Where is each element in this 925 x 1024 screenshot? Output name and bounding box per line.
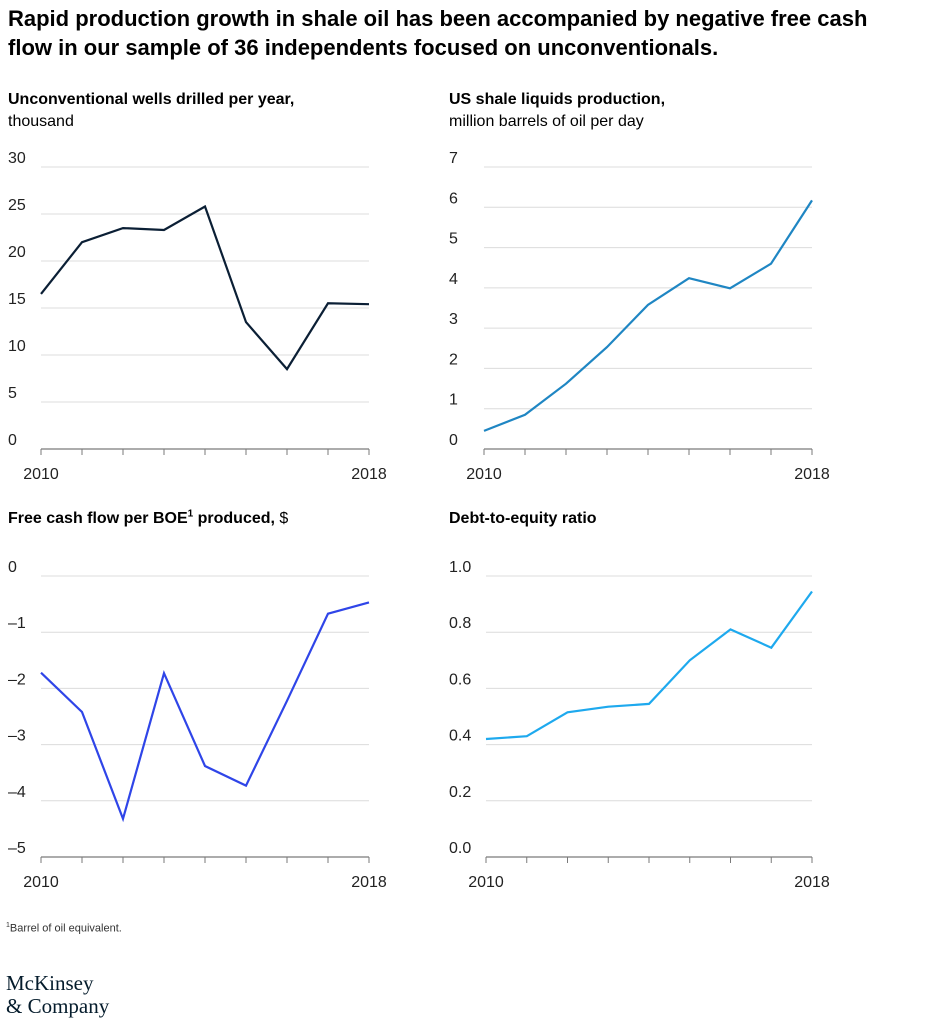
y-tick-label: –5 <box>8 840 26 857</box>
y-tick-label: 30 <box>8 150 26 167</box>
y-tick-label: 4 <box>449 271 458 288</box>
logo-line-1: McKinsey <box>6 971 94 995</box>
x-tick-label: 2018 <box>351 874 387 891</box>
panel-title: Debt-to-equity ratio <box>449 508 889 530</box>
y-tick-label: 0.0 <box>449 840 471 857</box>
y-tick-label: 0.2 <box>449 784 471 801</box>
panel-title-unit: million barrels of oil per day <box>449 113 644 130</box>
y-tick-label: 3 <box>449 311 458 328</box>
y-tick-label: 0 <box>8 432 17 449</box>
panel-title-main: Debt-to-equity ratio <box>449 510 597 527</box>
y-tick-label: 7 <box>449 150 458 167</box>
series-line <box>40 601 370 823</box>
footnote-marker: 1 <box>6 922 10 929</box>
x-tick-label: 2010 <box>466 466 502 483</box>
x-tick-label: 2018 <box>794 874 830 891</box>
panel-title-main-cont: produced, <box>193 510 275 527</box>
panel-title: Unconventional wells drilled per year, t… <box>8 89 448 133</box>
panel-title: US shale liquids production, million bar… <box>449 89 889 133</box>
y-tick-label: 1 <box>449 392 458 409</box>
mckinsey-logo: McKinsey & Company <box>6 972 109 1018</box>
panel-title-main: Free cash flow per BOE <box>8 510 188 527</box>
y-tick-label: 1.0 <box>449 559 471 576</box>
y-tick-label: 5 <box>449 231 458 248</box>
y-tick-label: 25 <box>8 197 26 214</box>
y-tick-label: 0.8 <box>449 615 471 632</box>
panel-title-main: Unconventional wells drilled per year, <box>8 91 295 108</box>
y-tick-label: –4 <box>8 784 26 801</box>
shale-production-chart: 0 1 2 3 4 5 6 7 2010 2018 <box>449 150 830 483</box>
x-tick-label: 2010 <box>23 466 59 483</box>
panel-title-main: US shale liquids production, <box>449 91 666 108</box>
chart-headline: Rapid production growth in shale oil has… <box>8 6 868 60</box>
y-tick-label: 5 <box>8 385 17 402</box>
y-tick-label: 0.4 <box>449 728 471 745</box>
panel-title-unit: thousand <box>8 113 74 130</box>
series-line <box>485 590 813 741</box>
series-line <box>483 199 813 432</box>
y-tick-label: 20 <box>8 244 26 261</box>
y-tick-label: 6 <box>449 190 458 207</box>
y-tick-label: –3 <box>8 728 26 745</box>
y-tick-label: 0 <box>449 432 458 449</box>
x-tick-label: 2010 <box>468 874 504 891</box>
footnote: 1Barrel of oil equivalent. <box>6 922 122 935</box>
y-tick-label: 2 <box>449 351 458 368</box>
wells-drilled-chart: 0 5 10 15 20 25 30 2010 2018 <box>8 150 387 483</box>
y-tick-label: 10 <box>8 338 26 355</box>
debt-to-equity-chart: 0.0 0.2 0.4 0.6 0.8 1.0 2010 2018 <box>449 559 830 891</box>
y-tick-label: 0.6 <box>449 671 471 688</box>
logo-line-2: & Company <box>6 994 110 1018</box>
x-tick-label: 2018 <box>351 466 387 483</box>
y-tick-label: 0 <box>8 559 17 576</box>
series-line <box>40 204 370 371</box>
footnote-text: Barrel of oil equivalent. <box>9 922 122 935</box>
panel-title: Free cash flow per BOE1 produced, $ <box>8 508 448 530</box>
y-tick-label: –2 <box>8 671 26 688</box>
panel-title-unit: $ <box>274 510 289 527</box>
free-cash-flow-chart: 0 –1 –2 –3 –4 –5 2010 2018 <box>8 559 387 891</box>
y-tick-label: 15 <box>8 291 26 308</box>
x-tick-label: 2010 <box>23 874 59 891</box>
y-tick-label: –1 <box>8 615 26 632</box>
x-tick-label: 2018 <box>794 466 830 483</box>
footnote-marker: 1 <box>187 508 194 520</box>
